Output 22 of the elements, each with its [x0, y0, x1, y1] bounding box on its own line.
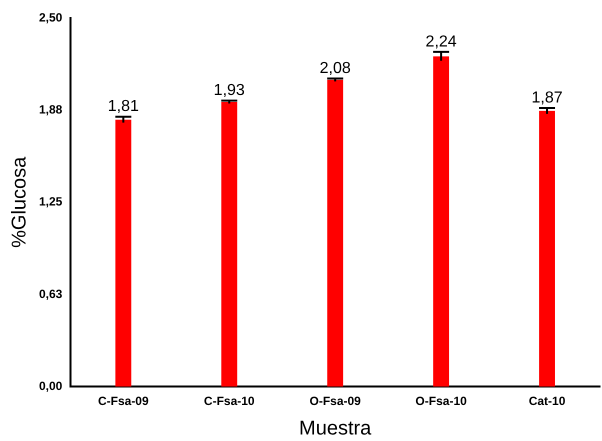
x-tick-label: Cat-10 [528, 394, 566, 408]
x-tick-label: C-Fsa-09 [98, 394, 149, 408]
y-tick-label: 0,00 [38, 378, 63, 393]
bar [433, 56, 450, 387]
data-label: 1,87 [531, 89, 563, 106]
bar [221, 102, 238, 387]
x-tick-label: O-Fsa-10 [415, 394, 468, 408]
x-tick-label: C-Fsa-10 [204, 394, 255, 408]
x-axis-title: Muestra [299, 418, 372, 440]
bar [539, 110, 555, 387]
bar [115, 120, 132, 387]
data-label: 2,24 [426, 33, 457, 50]
data-label: 1,81 [108, 98, 139, 116]
y-tick-label: 1,25 [38, 194, 63, 209]
x-tick-label: O-Fsa-09 [310, 394, 362, 408]
y-tick-label: 2,50 [38, 10, 63, 24]
y-tick-label: 1,88 [38, 102, 63, 116]
bar [327, 80, 344, 387]
y-axis-title: %Glucosa [8, 156, 31, 248]
data-label: 2,08 [320, 60, 351, 77]
y-tick-label: 0,63 [38, 286, 63, 301]
data-label: 1,93 [214, 82, 245, 99]
